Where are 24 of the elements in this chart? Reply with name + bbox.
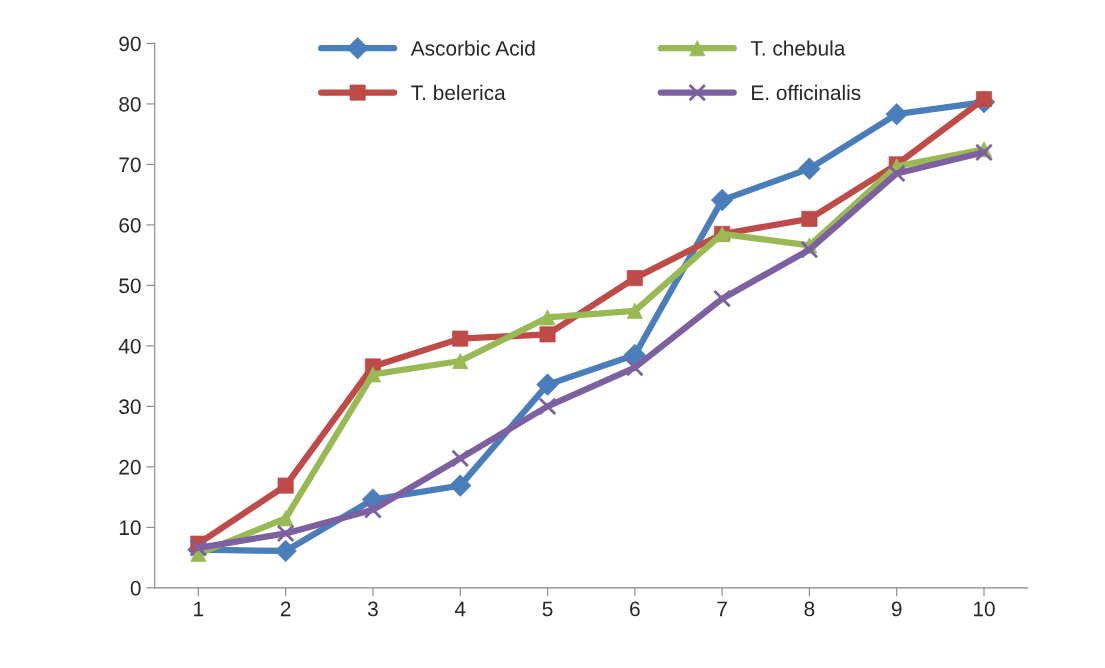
legend-label: T. chebula <box>750 40 846 56</box>
y-tick-label: 50 <box>119 278 141 294</box>
y-tick-label: 80 <box>119 96 141 112</box>
y-tick-label: 60 <box>119 217 141 233</box>
x-tick-label: 3 <box>367 601 378 617</box>
y-tick-label: 30 <box>119 399 141 415</box>
y-tick-label: 70 <box>119 157 141 173</box>
legend-label: Ascorbic Acid <box>410 40 535 56</box>
x-tick-label: 2 <box>280 601 291 617</box>
y-tick-label: 90 <box>119 36 141 52</box>
x-tick-label: 8 <box>804 601 815 617</box>
legend-label: T. belerica <box>411 84 506 101</box>
x-tick-label: 4 <box>454 601 466 617</box>
x-tick-label: 6 <box>630 601 640 617</box>
x-tick-label: 9 <box>891 601 902 617</box>
y-tick-label: 20 <box>119 459 141 475</box>
y-tick-label: 0 <box>130 580 141 596</box>
x-tick-label: 1 <box>194 601 204 617</box>
y-tick-label: 10 <box>119 520 141 536</box>
y-tick-label: 40 <box>118 338 141 354</box>
x-tick-label: 5 <box>542 601 553 617</box>
x-tick-label: 7 <box>717 601 727 617</box>
legend-label: E. officinalis <box>752 84 861 101</box>
x-tick-label: 10 <box>974 601 995 617</box>
